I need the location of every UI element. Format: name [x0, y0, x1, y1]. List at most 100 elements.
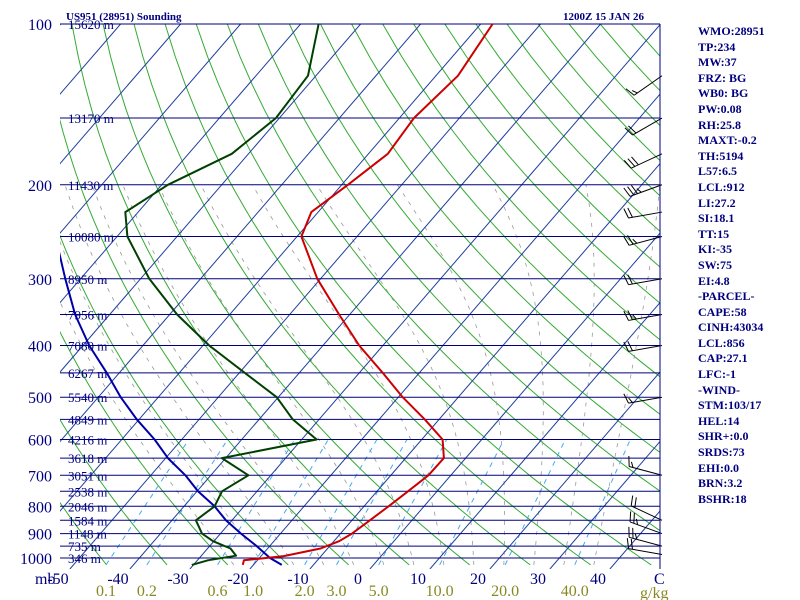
wind-barb-flag — [632, 314, 637, 320]
mixing-ratio-line — [252, 439, 329, 566]
sounding-indices-panel: WMO:28951 TP:234 MW:37 FRZ: BG WB0: BG PW:0.0… — [698, 24, 798, 507]
index-line: MAXT:-0.2 — [698, 133, 757, 148]
dry-adiabat-line — [60, 418, 168, 566]
height-label: 13170 m — [68, 111, 114, 126]
index-line: PW:0.08 — [698, 101, 742, 116]
height-label: 8950 m — [68, 272, 107, 287]
wind-barb — [625, 75, 663, 96]
mixing-ratio-tick-label: 0.6 — [208, 583, 228, 600]
isotherm-line — [60, 24, 301, 304]
dry-adiabat-line — [320, 24, 660, 415]
index-line: MW:37 — [698, 55, 737, 70]
index-line: CINH:43034 — [698, 320, 764, 335]
wind-barb-flag — [629, 511, 632, 522]
dewpoint-trace — [124, 24, 320, 566]
mixing-ratio-tick-label: 0.2 — [137, 583, 157, 600]
temperature-tick-label: -50 — [47, 571, 68, 588]
index-line: LFC:-1 — [698, 367, 736, 382]
wind-barb — [623, 207, 663, 219]
wind-barb-flag — [631, 156, 639, 166]
wind-barb-flag — [623, 160, 632, 169]
wind-barb — [623, 393, 663, 404]
mixing-ratio-tick-label: 40.0 — [561, 583, 589, 600]
index-line: EI:4.8 — [698, 273, 730, 288]
wind-barb — [623, 235, 663, 246]
wind-barb-flag — [627, 158, 636, 167]
moist-adiabat-line — [492, 184, 544, 565]
wind-barb-flag — [627, 310, 633, 320]
height-label: 4849 m — [68, 412, 107, 427]
wind-barb — [626, 538, 663, 555]
index-line: WB0: BG — [698, 86, 749, 101]
index-line: LCL:912 — [698, 179, 745, 194]
profiles — [60, 24, 494, 566]
wind-barb-flag — [632, 238, 638, 244]
mixing-ratio-line — [439, 439, 505, 566]
moist-adiabat-line — [91, 184, 325, 566]
height-label: 4216 m — [68, 433, 107, 448]
temperature-tick-label: -30 — [167, 571, 188, 588]
moist-adiabat-line — [64, 184, 295, 566]
mixing-ratio-unit-label: g/kg — [640, 585, 668, 600]
pressure-tick-label: 1000 — [20, 551, 52, 568]
dry-adiabats — [60, 24, 660, 566]
wind-barb-flag — [628, 397, 633, 403]
isotherm-line — [0, 24, 1, 569]
temperature-tick-label: 30 — [530, 571, 546, 588]
index-line: BRN:3.2 — [698, 476, 743, 491]
isotherm-line — [309, 162, 660, 569]
wind-barb — [623, 153, 663, 169]
dry-adiabat-line — [351, 24, 660, 378]
dry-adiabat-line — [60, 234, 289, 566]
index-line: L57:6.5 — [698, 164, 737, 179]
index-line: TP:234 — [698, 39, 736, 54]
dry-adiabat-line — [288, 24, 660, 454]
mixing-ratio-tick-label: 3.0 — [327, 583, 347, 600]
observation-time: 1200Z 15 JAN 26 — [563, 11, 644, 23]
wind-barbs — [623, 75, 663, 555]
mixing-ratio-line — [217, 439, 296, 566]
height-label: 346 m — [68, 551, 101, 566]
temperature-tick-label: 40 — [590, 571, 606, 588]
wind-barb-staff — [633, 75, 663, 96]
index-line: WMO:28951 — [698, 24, 765, 38]
mixing-ratio-tick-label: 20.0 — [491, 583, 519, 600]
wind-barb-staff — [629, 521, 663, 535]
dry-adiabat-line — [226, 24, 660, 532]
temperature-tick-label: -20 — [227, 571, 248, 588]
height-label: 735 m — [68, 539, 101, 554]
height-labels: 15620 m 13170 m 11430 m 10080 m 8950 m 7956 m… — [68, 17, 114, 566]
mixing-ratio-tick-label: 5.0 — [369, 583, 389, 600]
isobars — [60, 23, 660, 559]
wind-barb-flag — [623, 393, 629, 404]
wind-barb — [623, 184, 663, 197]
parcel-trace — [60, 251, 283, 566]
isotherm-line — [60, 24, 241, 234]
wind-barb — [623, 341, 663, 352]
index-line: SHR+:0.0 — [698, 429, 749, 444]
wind-barb-flag — [623, 208, 629, 219]
wind-barb-flag — [634, 497, 637, 508]
pressure-tick-label: 500 — [28, 390, 52, 407]
wind-barb — [623, 274, 663, 286]
station-title: US951 (28951) Sounding — [66, 11, 182, 23]
wind-barb-flag — [630, 495, 634, 507]
wind-barb-flag — [626, 538, 630, 549]
height-label: 5540 m — [68, 390, 107, 405]
wind-barb-staff — [628, 278, 663, 286]
wind-barb-flag — [627, 274, 633, 285]
wind-barb-flag — [627, 235, 634, 245]
isotherm-line — [60, 24, 181, 165]
height-label: 15620 m — [68, 17, 114, 32]
wind-barb-flag — [627, 341, 633, 351]
isotherm-line — [60, 24, 481, 512]
wind-barb — [630, 495, 663, 521]
isotherm-line — [69, 24, 541, 569]
index-line: EHI:0.0 — [698, 460, 740, 475]
mixing-ratio-line — [504, 439, 566, 566]
mixing-ratio-tick-label: 0.1 — [96, 583, 116, 600]
moist-adiabat-line — [252, 184, 445, 565]
temperature-labels: -50 -40 -30 -20 -10 0 10 20 30 40 — [47, 571, 606, 588]
mixing-ratio-tick-label: 2.0 — [295, 583, 315, 600]
